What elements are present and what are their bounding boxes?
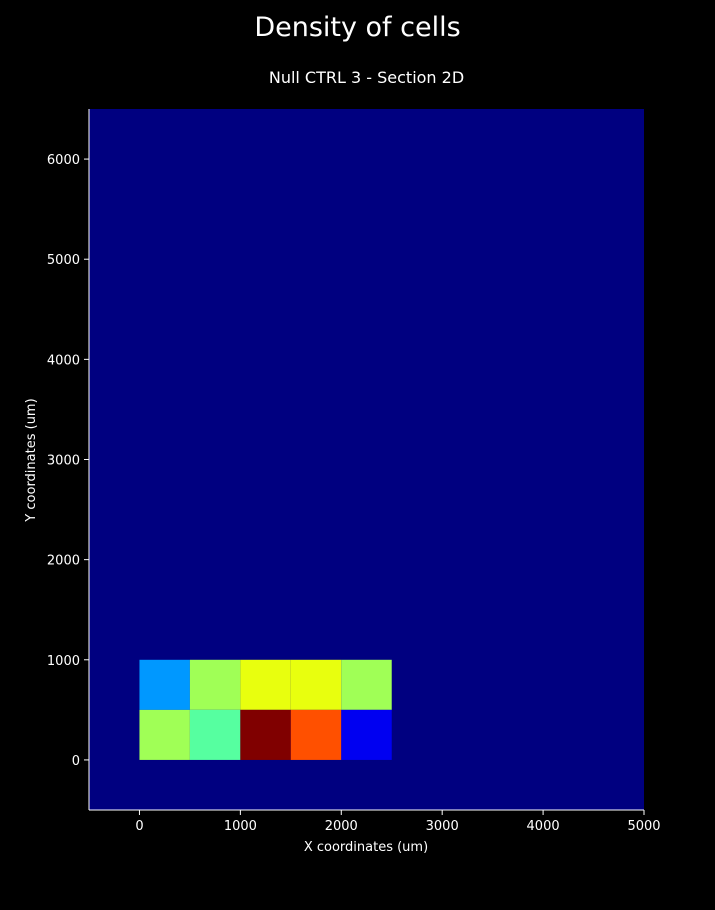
x-tick-label: 0 [135,819,143,834]
y-tick-label: 0 [72,754,80,769]
y-tick-label: 4000 [47,353,80,368]
heatmap-cell [240,709,291,760]
heatmap-cell [189,659,241,710]
y-tick-label: 2000 [47,554,80,569]
x-axis-label: X coordinates (um) [304,840,428,855]
x-tick-label: 4000 [527,819,560,834]
heatmap-cell [139,709,190,760]
heatmap-cell [341,659,392,710]
heatmap-cell [290,709,342,760]
x-tick-label: 5000 [627,819,660,834]
x-axis-ticks: 0 1000 2000 3000 4000 5000 [135,810,661,834]
heatmap-cell [189,709,241,760]
heatmap-cell [341,709,392,760]
y-axis-ticks: 0 1000 2000 3000 4000 5000 6000 [47,153,89,769]
x-tick-label: 1000 [224,819,257,834]
y-axis-label: Y coordinates (um) [24,398,39,522]
heatmap-cell [290,659,342,710]
heatmap-cells [139,659,392,760]
y-tick-label: 5000 [47,253,80,268]
heatmap-cell [139,659,190,710]
y-tick-label: 6000 [47,153,80,168]
x-tick-label: 2000 [325,819,358,834]
chart-title: Null CTRL 3 - Section 2D [268,68,465,87]
y-tick-label: 3000 [47,454,80,469]
heatmap-cell [240,659,291,710]
x-tick-label: 3000 [426,819,459,834]
figure-title: Density of cells [254,12,461,43]
y-tick-label: 1000 [47,654,80,669]
